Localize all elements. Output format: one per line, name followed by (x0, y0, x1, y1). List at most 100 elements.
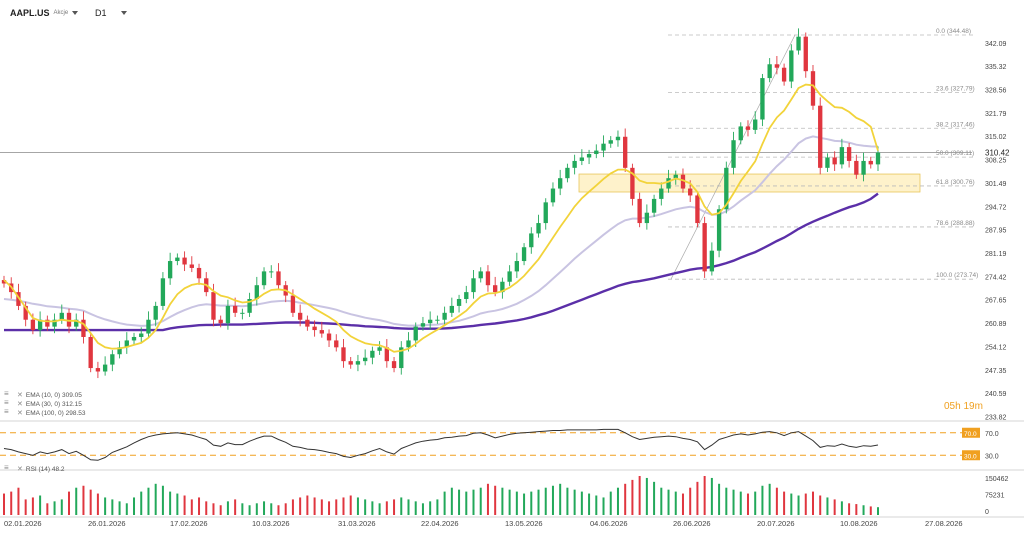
volume-bar (869, 506, 872, 515)
candle-body (464, 292, 469, 300)
candle-body (45, 319, 50, 327)
volume-bar (429, 501, 432, 515)
fib-level-label: 50.0 (309.11) (936, 150, 974, 157)
volume-bar (797, 495, 800, 515)
volume-bar (31, 497, 34, 515)
volume-bar (537, 489, 540, 515)
volume-bar (118, 501, 121, 515)
candle-body (59, 312, 64, 320)
volume-bar (674, 491, 677, 515)
volume-bar (378, 503, 381, 515)
candle-body (810, 71, 816, 106)
volume-bar (754, 491, 757, 515)
close-icon[interactable]: ✕ (17, 466, 23, 473)
interval-chevron-down-icon[interactable] (120, 11, 127, 15)
candle-body (182, 257, 187, 265)
y-tick-label: 267.65 (985, 298, 1007, 305)
volume-bar (349, 495, 352, 515)
candle-body (305, 319, 310, 327)
legend-rsi[interactable]: ✕ RSI (14) 48.2 (4, 463, 65, 473)
candle-body (767, 64, 772, 79)
volume-bar (270, 503, 273, 515)
volume-bar (515, 491, 518, 515)
candle-body (594, 150, 599, 155)
candle-body (189, 264, 194, 268)
volume-tick-label: 75231 (985, 493, 1005, 500)
legend-ema30-label: EMA (30, 0) 312.15 (25, 400, 82, 408)
volume-bar (335, 499, 338, 515)
candle-body (456, 299, 462, 306)
volume-bar (400, 497, 403, 515)
x-tick-label: 04.06.2026 (590, 519, 628, 528)
volume-bar (342, 497, 345, 515)
ema100-line (4, 192, 879, 332)
volume-bar (263, 501, 266, 515)
drag-handle-icon[interactable] (4, 463, 14, 472)
volume-bar (364, 499, 367, 515)
volume-bar (17, 487, 20, 515)
candle-body (875, 152, 881, 165)
candle-body (269, 271, 274, 273)
symbol-chevron-down-icon[interactable] (72, 11, 79, 15)
fib-level-label: 100.0 (273.74) (936, 272, 978, 279)
drag-handle-icon[interactable] (4, 407, 14, 416)
volume-bar (385, 501, 388, 515)
candle-body (623, 136, 628, 168)
close-icon[interactable]: ✕ (17, 410, 23, 417)
candle-body (760, 78, 765, 120)
current-price-label: 310.42 (985, 149, 1010, 158)
volume-bar (219, 505, 222, 515)
candle-body (348, 361, 353, 365)
close-icon[interactable]: ✕ (17, 401, 23, 408)
candle-body (514, 261, 520, 272)
volume-bar (68, 491, 71, 515)
volume-bar (198, 497, 201, 515)
legend-ema100[interactable]: ✕ EMA (100, 0) 298.53 (4, 407, 86, 417)
candle-body (211, 292, 216, 320)
candle-body (297, 312, 303, 320)
candle-body (52, 319, 57, 327)
candle-body (579, 157, 585, 161)
volume-bar (580, 491, 583, 515)
y-tick-label: 301.49 (985, 181, 1007, 188)
drag-handle-icon[interactable] (4, 398, 14, 407)
candle-countdown-timer: 05h 19m (944, 401, 983, 412)
candle-body (716, 209, 722, 251)
volume-bar (284, 503, 287, 515)
candle-body (644, 212, 650, 224)
volume-bar (96, 493, 99, 515)
volume-bar (804, 493, 807, 515)
volume-bar (24, 499, 27, 515)
interval-selector[interactable]: D1 (95, 6, 127, 20)
volume-bar (653, 481, 656, 515)
candle-body (139, 333, 144, 337)
support-zone (578, 173, 921, 193)
legend-ema10[interactable]: ✕ EMA (10, 0) 309.05 (4, 389, 82, 399)
volume-bar (104, 497, 107, 515)
volume-bar (111, 499, 114, 515)
candle-body (420, 323, 426, 327)
legend-ema30[interactable]: ✕ EMA (30, 0) 312.15 (4, 398, 82, 408)
candle-body (695, 195, 700, 224)
close-icon[interactable]: ✕ (17, 392, 23, 399)
candle-body (825, 157, 830, 168)
volume-bar (226, 501, 229, 515)
x-tick-label: 10.08.2026 (840, 519, 878, 528)
candle-body (399, 347, 404, 369)
volume-bar (393, 499, 396, 515)
drag-handle-icon[interactable] (4, 389, 14, 398)
candle-body (102, 364, 108, 372)
volume-bar (631, 479, 634, 515)
candle-body (709, 250, 715, 272)
candle-body (666, 178, 671, 189)
volume-bar (855, 504, 858, 515)
candle-body (319, 330, 324, 334)
candle-body (854, 160, 859, 175)
volume-tick-label: 0 (985, 509, 989, 516)
candle-body (276, 271, 281, 286)
candle-body (196, 267, 202, 279)
y-tick-label: 260.89 (985, 321, 1007, 328)
symbol-header[interactable]: AAPL.US Akcje (10, 6, 79, 20)
volume-bar (551, 485, 554, 515)
